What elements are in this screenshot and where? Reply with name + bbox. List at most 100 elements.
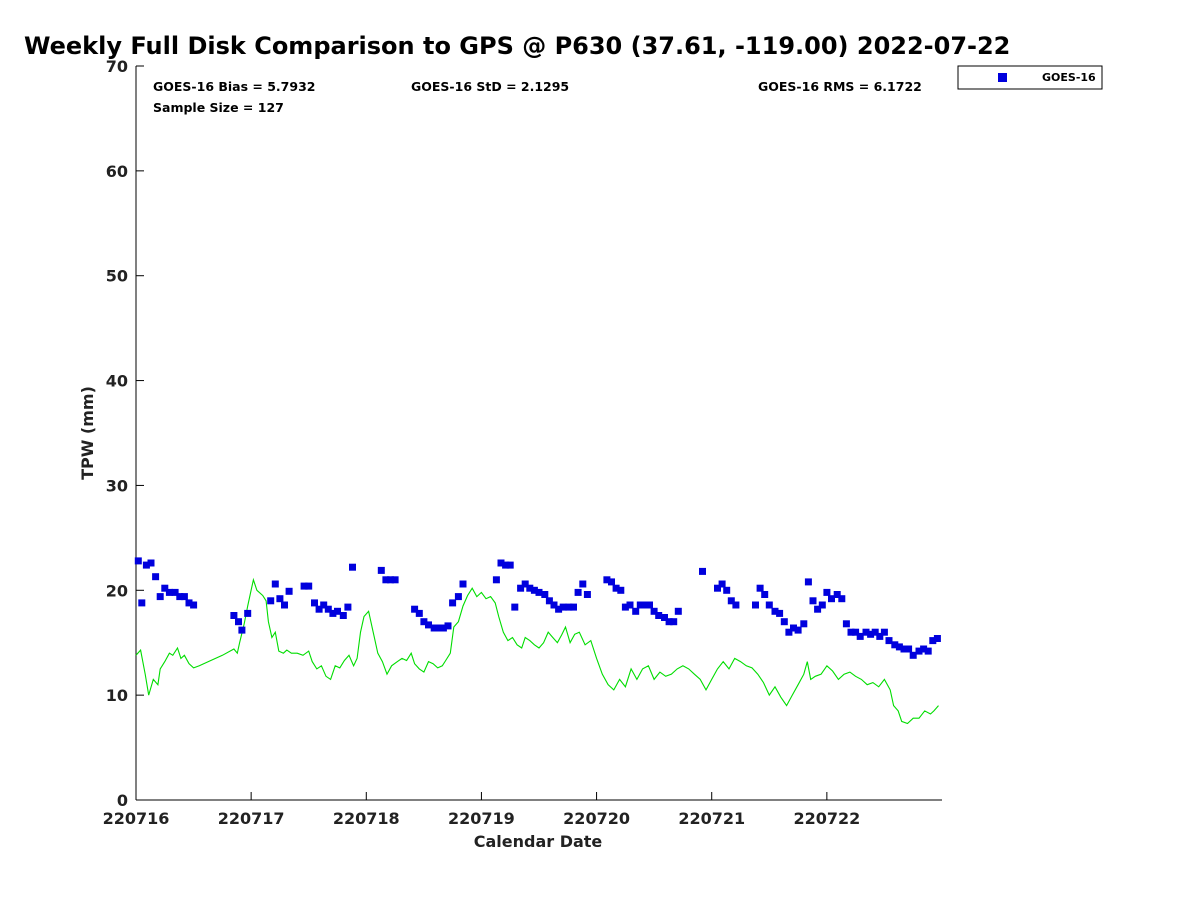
- data-point-goes16: [885, 637, 893, 645]
- data-point-goes16: [790, 624, 797, 632]
- data-point-goes16: [579, 580, 587, 588]
- bias-stat: GOES-16 Bias = 5.7932: [153, 79, 315, 94]
- data-point-goes16: [555, 605, 563, 613]
- data-point-goes16: [147, 559, 155, 567]
- data-point-goes16: [329, 609, 337, 617]
- data-point-goes16: [271, 580, 279, 588]
- data-point-goes16: [339, 612, 347, 619]
- data-point-goes16: [176, 593, 184, 601]
- data-point-goes16: [895, 643, 903, 651]
- data-point-goes16: [300, 582, 308, 590]
- data-point-goes16: [794, 626, 802, 634]
- data-point-goes16: [439, 624, 447, 632]
- data-point-goes16: [152, 573, 160, 581]
- data-point-goes16: [929, 637, 937, 645]
- data-point-goes16: [852, 628, 860, 636]
- data-point-goes16: [324, 605, 332, 613]
- data-point-goes16: [626, 601, 634, 609]
- data-point-goes16: [723, 586, 731, 594]
- data-point-goes16: [699, 567, 706, 575]
- data-point-goes16: [915, 647, 923, 655]
- data-point-goes16: [752, 601, 759, 609]
- data-point-goes16: [670, 618, 678, 626]
- data-point-goes16: [315, 605, 323, 613]
- x-tick-label: 220722: [793, 809, 860, 828]
- legend-label-goes16: GOES-16: [1042, 71, 1096, 84]
- data-point-goes16: [387, 576, 394, 584]
- data-point-goes16: [756, 584, 764, 592]
- sample-size-stat: Sample Size = 127: [153, 100, 284, 115]
- plot-area: [136, 66, 942, 800]
- data-point-goes16: [305, 582, 313, 590]
- data-point-goes16: [377, 566, 385, 574]
- y-ticks: 0 10 20 30 40 50 60 70: [106, 57, 144, 810]
- data-point-goes16: [281, 601, 288, 609]
- data-point-goes16: [497, 559, 505, 567]
- data-point-goes16: [900, 645, 908, 653]
- data-point-goes16: [517, 584, 525, 592]
- data-point-goes16: [828, 595, 835, 603]
- data-point-goes16: [267, 597, 275, 605]
- data-point-goes16: [771, 607, 779, 615]
- series-line-gps: [135, 577, 939, 725]
- data-point-goes16: [425, 621, 432, 629]
- data-point-goes16: [905, 645, 913, 653]
- data-point-goes16: [238, 626, 246, 634]
- data-point-goes16: [714, 584, 721, 592]
- x-tick-label: 220716: [103, 809, 170, 828]
- data-point-goes16: [761, 591, 769, 598]
- data-point-goes16: [909, 651, 917, 659]
- data-point-goes16: [530, 586, 538, 594]
- x-ticks: 220716 220717 220718 220719 220720 220721 2207…: [103, 792, 860, 828]
- data-point-goes16: [171, 588, 179, 596]
- data-point-goes16: [838, 595, 846, 603]
- data-point-goes16: [244, 609, 252, 617]
- data-point-goes16: [871, 628, 879, 636]
- data-point-goes16: [230, 612, 238, 619]
- data-point-goes16: [785, 628, 793, 636]
- data-point-goes16: [876, 632, 884, 640]
- data-point-goes16: [526, 584, 534, 592]
- data-point-goes16: [541, 591, 549, 598]
- data-point-goes16: [617, 586, 625, 594]
- x-tick-label: 220719: [448, 809, 515, 828]
- data-point-goes16: [842, 620, 850, 628]
- y-tick-label: 70: [106, 57, 128, 76]
- data-point-goes16: [454, 593, 462, 601]
- x-tick-label: 220717: [218, 809, 285, 828]
- data-point-goes16: [391, 576, 399, 584]
- data-point-goes16: [814, 605, 822, 613]
- data-point-goes16: [535, 588, 543, 596]
- data-point-goes16: [727, 597, 735, 605]
- data-point-goes16: [920, 645, 928, 653]
- data-point-goes16: [603, 576, 611, 584]
- y-tick-label: 0: [117, 791, 128, 810]
- y-tick-label: 20: [106, 581, 128, 600]
- data-point-goes16: [449, 599, 457, 607]
- data-point-goes16: [511, 603, 519, 611]
- data-point-goes16: [608, 578, 615, 586]
- data-point-goes16: [559, 603, 567, 611]
- data-point-goes16: [545, 597, 553, 605]
- x-tick-label: 220720: [563, 809, 630, 828]
- legend: GOES-16: [957, 65, 1103, 90]
- data-point-goes16: [833, 591, 841, 598]
- data-point-goes16: [311, 599, 318, 607]
- legend-box: [957, 65, 1103, 90]
- data-point-goes16: [138, 599, 146, 607]
- data-point-goes16: [641, 601, 649, 609]
- data-point-goes16: [156, 593, 164, 601]
- data-point-goes16: [430, 624, 438, 632]
- data-point-goes16: [420, 618, 428, 626]
- data-point-goes16: [583, 591, 591, 598]
- data-point-goes16: [190, 601, 198, 609]
- data-point-goes16: [636, 601, 644, 609]
- data-point-goes16: [867, 630, 875, 638]
- data-point-goes16: [665, 618, 673, 626]
- data-point-goes16: [344, 603, 352, 611]
- data-point-goes16: [134, 557, 142, 565]
- data-point-goes16: [646, 601, 653, 609]
- data-point-goes16: [276, 595, 284, 603]
- data-point-goes16: [823, 588, 831, 596]
- data-point-goes16: [718, 580, 726, 588]
